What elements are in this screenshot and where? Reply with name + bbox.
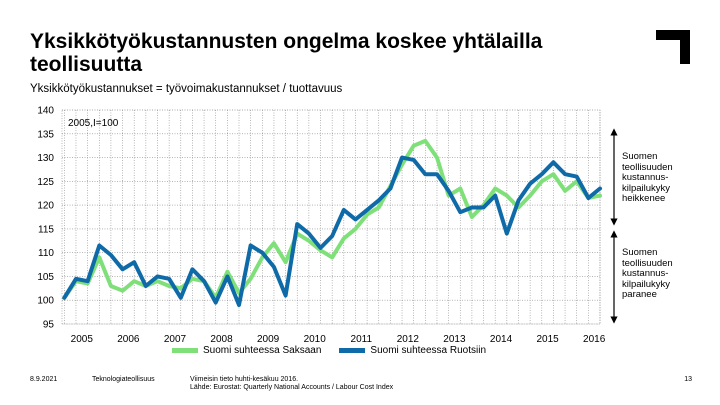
y-tick-label: 125: [37, 177, 54, 188]
x-tick-label: 2010: [304, 334, 327, 345]
x-tick-label: 2009: [257, 334, 280, 345]
footer-date: 8.9.2021: [30, 376, 58, 383]
annotation-improves: Suomen teollisuuden kustannus-kilpailuky…: [622, 247, 673, 300]
x-tick-label: 2006: [117, 334, 140, 345]
y-tick-label: 130: [37, 153, 54, 164]
x-tick-label: 2015: [536, 334, 559, 345]
footer-source-line-2: Lähde: Eurostat: Quarterly National Acco…: [190, 384, 394, 391]
y-tick-label: 140: [37, 106, 54, 117]
base-index-label: 2005,I=100: [68, 118, 119, 129]
chart-subtitle: Yksikkötyökustannukset = työvoimakustann…: [30, 83, 343, 95]
logo-corner-shape: [656, 30, 690, 64]
y-tick-label: 105: [37, 272, 54, 283]
chart-legend: Suomi suhteessa Saksaan Suomi suhteessa …: [172, 345, 486, 356]
footer-source-line-1: Viimeisin tieto huhti-kesäkuu 2016.: [190, 376, 299, 383]
plot-frame: [61, 109, 601, 325]
page-title: Yksikkötyökustannusten ongelma koskee yh…: [30, 30, 543, 76]
series-line-germany: [62, 138, 602, 300]
series-line-sweden: [62, 155, 602, 307]
y-tick-label: 100: [37, 296, 54, 307]
y-tick-label: 95: [43, 320, 55, 331]
x-tick-label: 2011: [351, 334, 373, 345]
x-tick-label: 2007: [164, 334, 187, 345]
y-tick-label: 120: [37, 201, 54, 212]
brand-logo-icon: [656, 30, 690, 64]
x-tick-label: 2013: [443, 334, 466, 345]
x-tick-label: 2012: [397, 334, 420, 345]
x-tick-label: 2016: [583, 334, 606, 345]
legend-label-germany: Suomi suhteessa Saksaan: [203, 345, 322, 356]
y-tick-label: 115: [38, 224, 54, 235]
y-tick-label: 135: [37, 129, 54, 140]
legend-item-sweden: Suomi suhteessa Ruotsiin: [339, 345, 486, 356]
footer-organization: Teknologiateollisuus: [92, 376, 155, 383]
legend-swatch-sweden: [339, 348, 366, 353]
x-tick-label: 2005: [71, 334, 94, 345]
y-tick-label: 110: [38, 248, 54, 259]
x-tick-label: 2014: [490, 334, 513, 345]
footer-source: Viimeisin tieto huhti-kesäkuu 2016. Lähd…: [190, 376, 520, 392]
footer-page-number: 13: [684, 376, 692, 383]
legend-swatch-germany: [172, 348, 198, 353]
legend-label-sweden: Suomi suhteessa Ruotsiin: [370, 345, 487, 356]
x-tick-label: 2008: [210, 334, 233, 345]
legend-item-germany: Suomi suhteessa Saksaan: [172, 345, 321, 356]
annotation-weakens: Suomen teollisuuden kustannus-kilpailuky…: [622, 151, 673, 204]
